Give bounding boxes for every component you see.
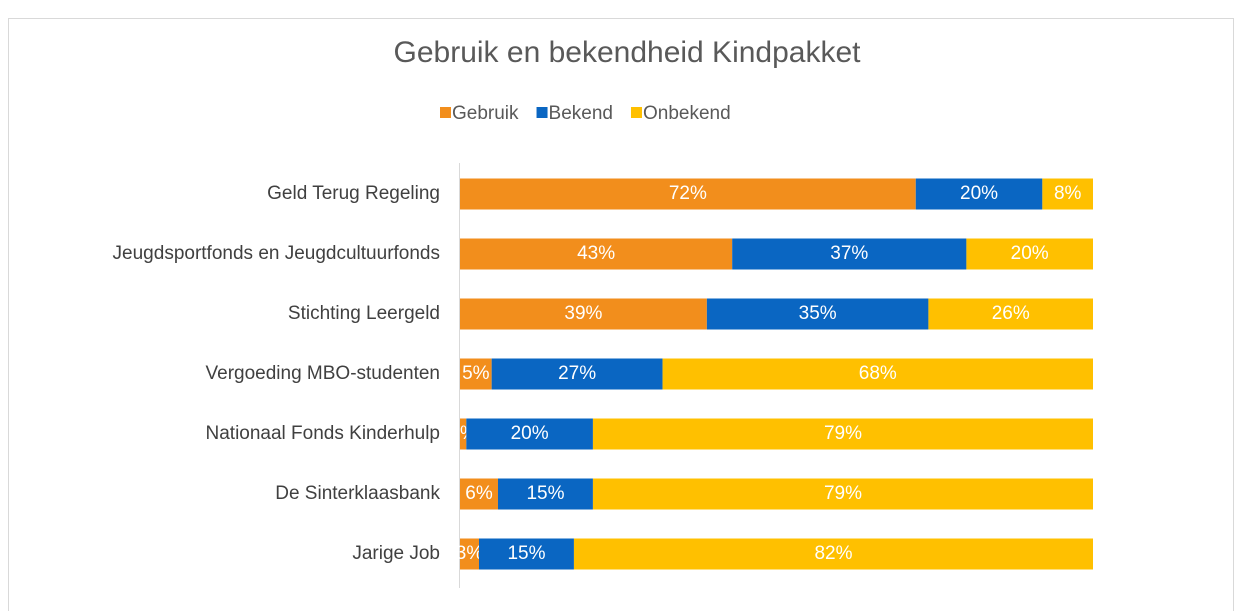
bar-segment [460,178,916,210]
category-label: De Sinterklaasbank [275,483,440,504]
data-label: 43% [577,243,615,264]
chart-title: Gebruik en bekendheid Kindpakket [394,36,862,69]
data-label: 27% [558,363,596,384]
data-label: 72% [669,183,707,204]
data-label: 20% [960,183,998,204]
bar-segment [466,418,593,450]
data-label: 68% [859,363,897,384]
category-label: Vergoeding MBO-studenten [206,363,441,384]
data-label: 20% [1011,243,1049,264]
category-label: Geld Terug Regeling [267,183,440,204]
legend-swatch [630,107,642,118]
bar-segment [966,238,1093,270]
category-label: Nationaal Fonds Kinderhulp [206,423,441,444]
bar-segment [732,238,967,270]
bar-segment [460,358,492,390]
bar-segment [662,358,1093,390]
data-label: 20% [511,423,549,444]
bar-segment [460,418,467,450]
legend-swatch [536,107,548,118]
data-label: 15% [526,483,564,504]
bar-segment [592,478,1093,510]
data-label: 26% [992,303,1030,324]
category-label: Jarige Job [352,543,440,564]
bar-segment [478,538,574,570]
bar-segment [1042,178,1093,210]
legend-label: Onbekend [643,103,731,124]
data-label: 3% [456,543,484,564]
legend-swatch [440,107,451,118]
data-label: 37% [830,243,868,264]
bar-segment [460,538,479,570]
data-label: 39% [564,303,602,324]
category-label: Jeugdsportfonds en Jeugdcultuurfonds [113,243,440,264]
data-label: 79% [824,483,862,504]
bar-segment [706,298,929,330]
bar-segment [928,298,1093,330]
data-label: 79% [824,423,862,444]
bar-segment [592,418,1093,450]
bar-segment [497,478,593,510]
data-label: 82% [814,543,852,564]
legend-label: Gebruik [452,103,519,124]
category-label: Stichting Leergeld [288,303,440,324]
bar-segment [573,538,1093,570]
bar-segment [915,178,1043,210]
data-label: 6% [465,483,493,504]
legend-label: Bekend [549,103,613,124]
bar-segment [460,478,498,510]
bar-segment [460,298,707,330]
data-label: 5% [462,363,490,384]
data-label: 8% [1054,183,1082,204]
data-label: 15% [507,543,545,564]
bar-segment [460,238,733,270]
data-label: 35% [799,303,837,324]
bar-segment [491,358,663,390]
